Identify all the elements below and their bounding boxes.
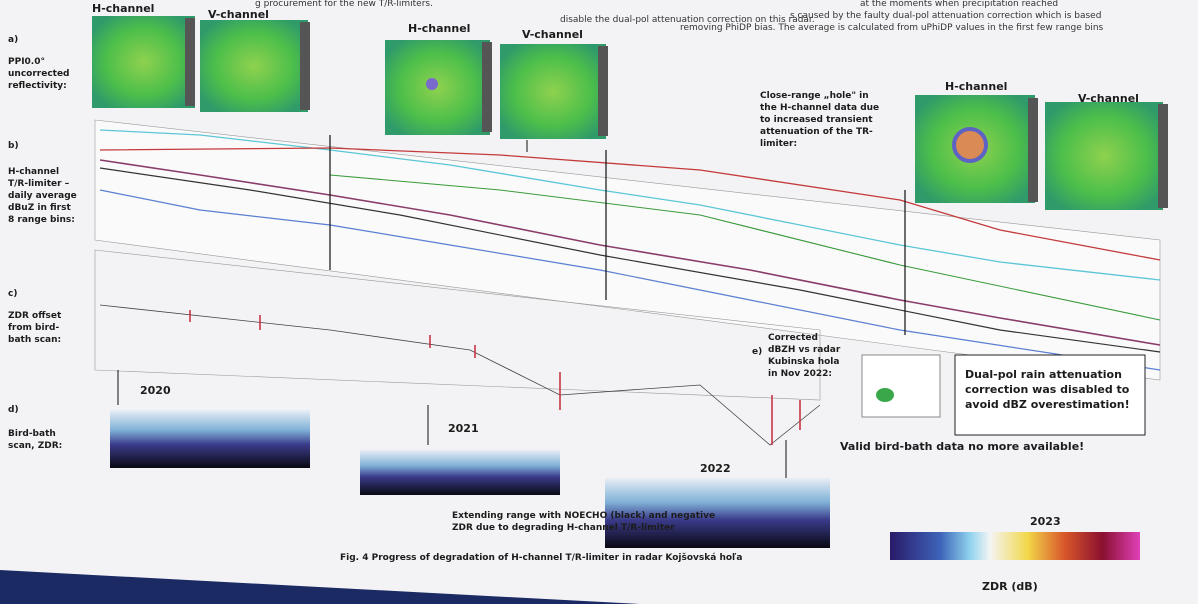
annotation: to increased transient (760, 115, 873, 125)
birdbath-image (360, 450, 560, 495)
header-fragment: at the moments when precipitation reache… (860, 0, 1058, 9)
ppi-label: H-channel (92, 2, 154, 15)
panel-text: Kubinska hola (768, 357, 839, 367)
year-label: 2021 (448, 422, 479, 435)
panel-label: b) (8, 141, 19, 151)
annotation: Dual-pol rain attenuation (965, 368, 1122, 381)
panel-text: from bird- (8, 323, 59, 333)
ppi-label: H-channel (945, 80, 1007, 93)
ppi-label: H-channel (408, 22, 470, 35)
panel-text: Bird-bath (8, 429, 56, 439)
panel-text: dBuZ in first (8, 203, 71, 213)
annotation: correction was disabled to (965, 383, 1130, 396)
annotation: Close-range „hole" in (760, 91, 869, 101)
panel-text: uncorrected (8, 69, 70, 79)
panel-text: reflectivity: (8, 81, 67, 91)
panel-label: c) (8, 289, 17, 299)
colorbar-label: ZDR (dB) (982, 580, 1038, 593)
annotation: avoid dBZ overestimation! (965, 398, 1130, 411)
poster: g procurement for the new T/R-limiters. … (0, 0, 1198, 604)
birdbath-image (110, 410, 310, 468)
panel-label: a) (8, 35, 18, 45)
panel-text: PPI0.0° (8, 57, 45, 67)
scatter-cloud (876, 388, 894, 402)
annotation: ZDR due to degrading H-channel T/R-limit… (452, 523, 675, 533)
annotation: Extending range with NOECHO (black) and … (452, 511, 715, 521)
panel-text: in Nov 2022: (768, 369, 832, 379)
ppi-label: V-channel (208, 8, 269, 21)
scatter-inset (862, 355, 940, 417)
panel-text: daily average (8, 191, 77, 201)
figure-caption: Fig. 4 Progress of degradation of H-chan… (340, 552, 742, 563)
panel-text: 8 range bins: (8, 215, 75, 225)
annotation: Valid bird-bath data no more available! (840, 440, 1084, 453)
year-label: 2022 (700, 462, 731, 475)
year-label: 2020 (140, 384, 171, 397)
annotation: attenuation of the TR- (760, 127, 873, 137)
panel-text: bath scan: (8, 335, 61, 345)
header-fragment: g procurement for the new T/R-limiters. (255, 0, 433, 9)
panel-text: ZDR offset (8, 311, 62, 321)
panel-text: Corrected (768, 333, 818, 343)
zdr-colorbar (890, 532, 1140, 560)
annotation: the H-channel data due (760, 103, 879, 113)
year-label: 2023 (1030, 515, 1061, 528)
header-fragment: s caused by the faulty dual-pol attenuat… (790, 11, 1101, 21)
ppi-label: V-channel (1078, 92, 1139, 105)
ppi-label: V-channel (522, 28, 583, 41)
panel-label: d) (8, 405, 19, 415)
panel-text: dBZH vs radar (768, 345, 841, 355)
header-fragment: disable the dual-pol attenuation correct… (560, 15, 815, 25)
panel-text: T/R-limiter – (8, 179, 70, 189)
panel-text: H-channel (8, 167, 59, 177)
panel-label: e) (752, 347, 762, 357)
panel-text: scan, ZDR: (8, 441, 62, 451)
annotation: limiter: (760, 139, 797, 149)
